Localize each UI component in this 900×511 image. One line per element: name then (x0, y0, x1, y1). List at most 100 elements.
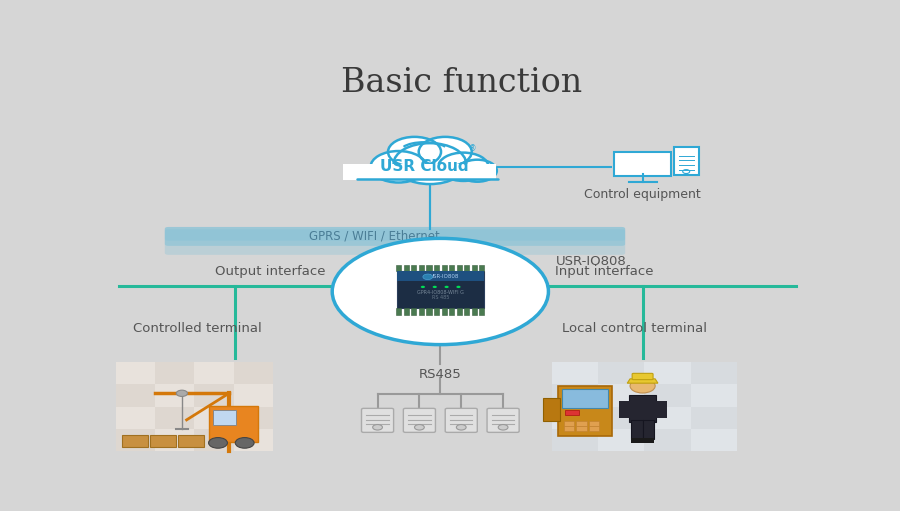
FancyBboxPatch shape (644, 429, 690, 451)
FancyBboxPatch shape (543, 398, 560, 421)
Circle shape (438, 153, 489, 181)
Circle shape (421, 286, 425, 288)
FancyBboxPatch shape (456, 265, 462, 271)
Circle shape (418, 137, 472, 167)
FancyBboxPatch shape (165, 227, 626, 255)
Text: RS 485: RS 485 (432, 295, 449, 300)
FancyBboxPatch shape (404, 265, 409, 271)
FancyBboxPatch shape (480, 265, 484, 271)
Text: Controlled terminal: Controlled terminal (133, 322, 262, 335)
FancyBboxPatch shape (396, 308, 401, 314)
FancyBboxPatch shape (122, 435, 148, 447)
Text: Input interface: Input interface (555, 265, 654, 278)
Text: Local control terminal: Local control terminal (562, 322, 707, 335)
FancyBboxPatch shape (644, 420, 654, 439)
Text: GPRS / WIFI / Ethernet: GPRS / WIFI / Ethernet (309, 229, 439, 242)
FancyBboxPatch shape (418, 308, 424, 314)
FancyBboxPatch shape (619, 401, 632, 418)
FancyBboxPatch shape (615, 152, 670, 176)
Text: Basic function: Basic function (341, 67, 581, 99)
FancyBboxPatch shape (434, 308, 439, 314)
FancyBboxPatch shape (116, 384, 155, 407)
FancyBboxPatch shape (155, 407, 194, 429)
FancyBboxPatch shape (165, 229, 626, 241)
FancyBboxPatch shape (150, 435, 176, 447)
FancyBboxPatch shape (403, 408, 436, 432)
Circle shape (445, 286, 449, 288)
Circle shape (499, 425, 508, 430)
Circle shape (458, 159, 497, 182)
FancyBboxPatch shape (472, 265, 477, 271)
FancyBboxPatch shape (629, 396, 656, 422)
FancyBboxPatch shape (632, 420, 643, 439)
FancyBboxPatch shape (563, 422, 574, 426)
Circle shape (433, 286, 436, 288)
FancyBboxPatch shape (565, 410, 579, 415)
FancyBboxPatch shape (552, 429, 599, 451)
Circle shape (456, 425, 466, 430)
FancyBboxPatch shape (631, 438, 643, 443)
Circle shape (176, 390, 187, 397)
FancyBboxPatch shape (210, 406, 258, 443)
FancyBboxPatch shape (442, 265, 446, 271)
FancyBboxPatch shape (396, 265, 401, 271)
FancyBboxPatch shape (598, 362, 644, 384)
FancyBboxPatch shape (427, 308, 431, 314)
Ellipse shape (332, 238, 548, 344)
FancyBboxPatch shape (589, 426, 599, 431)
Text: USR-IO808: USR-IO808 (555, 256, 626, 268)
FancyBboxPatch shape (234, 407, 273, 429)
FancyBboxPatch shape (343, 164, 496, 180)
Circle shape (373, 425, 382, 430)
FancyBboxPatch shape (598, 407, 644, 429)
Text: RS485: RS485 (418, 368, 462, 381)
FancyBboxPatch shape (212, 410, 236, 425)
FancyBboxPatch shape (194, 384, 234, 407)
FancyBboxPatch shape (411, 265, 417, 271)
Circle shape (423, 274, 433, 280)
FancyBboxPatch shape (558, 385, 612, 435)
FancyBboxPatch shape (397, 271, 484, 282)
FancyBboxPatch shape (165, 227, 626, 246)
Text: ®: ® (470, 144, 477, 153)
FancyBboxPatch shape (632, 374, 653, 380)
FancyBboxPatch shape (449, 308, 454, 314)
FancyBboxPatch shape (643, 438, 654, 443)
FancyBboxPatch shape (411, 308, 417, 314)
Circle shape (209, 437, 228, 448)
FancyBboxPatch shape (472, 308, 477, 314)
Text: USR-IO808: USR-IO808 (429, 274, 458, 280)
FancyBboxPatch shape (576, 426, 587, 431)
Text: GPR4-IO808-WIFI G: GPR4-IO808-WIFI G (417, 290, 464, 295)
FancyBboxPatch shape (194, 429, 234, 451)
FancyBboxPatch shape (397, 271, 484, 308)
FancyBboxPatch shape (116, 362, 273, 451)
FancyBboxPatch shape (234, 362, 273, 384)
Text: Output interface: Output interface (215, 265, 325, 278)
Circle shape (371, 151, 427, 182)
Text: USR Cloud: USR Cloud (380, 159, 469, 174)
FancyBboxPatch shape (480, 308, 484, 314)
Circle shape (630, 379, 655, 393)
FancyBboxPatch shape (552, 384, 599, 407)
Circle shape (393, 143, 466, 184)
FancyBboxPatch shape (644, 384, 690, 407)
FancyBboxPatch shape (446, 408, 477, 432)
FancyBboxPatch shape (464, 265, 469, 271)
FancyBboxPatch shape (404, 308, 409, 314)
Circle shape (388, 137, 441, 167)
FancyBboxPatch shape (427, 265, 431, 271)
FancyBboxPatch shape (487, 408, 519, 432)
FancyBboxPatch shape (464, 308, 469, 314)
FancyBboxPatch shape (449, 265, 454, 271)
FancyBboxPatch shape (690, 407, 737, 429)
Text: Control equipment: Control equipment (584, 188, 701, 201)
FancyBboxPatch shape (418, 265, 424, 271)
FancyBboxPatch shape (654, 401, 667, 418)
FancyBboxPatch shape (434, 265, 439, 271)
FancyBboxPatch shape (562, 389, 608, 408)
FancyBboxPatch shape (589, 422, 599, 426)
FancyBboxPatch shape (155, 362, 194, 384)
FancyBboxPatch shape (552, 362, 737, 451)
FancyBboxPatch shape (456, 308, 462, 314)
